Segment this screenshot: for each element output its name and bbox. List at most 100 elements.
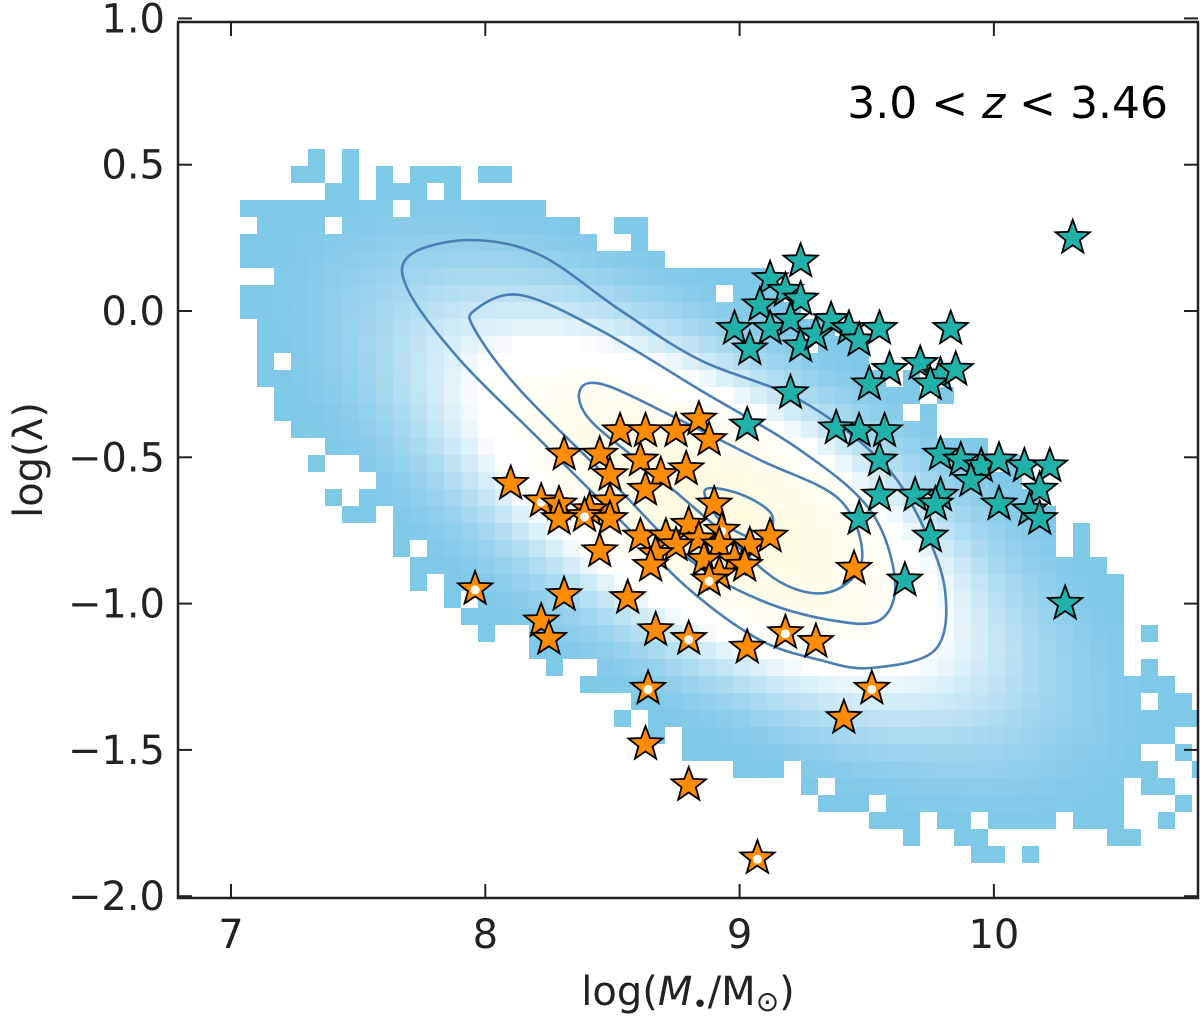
histogram-cell [427,302,444,319]
histogram-cell [240,302,257,319]
teal-star-point [951,460,991,498]
orange-star-point [580,433,620,471]
histogram-cell [1090,710,1107,727]
histogram-cell [461,455,478,472]
histogram-cell [818,370,835,387]
histogram-cell [886,744,903,761]
histogram-cell [580,268,597,285]
histogram-cell [886,608,903,625]
histogram-cell [359,438,376,455]
teal-star-point [770,299,811,337]
histogram-cell [529,540,546,557]
histogram-cell [1022,693,1039,710]
teal-star-point [859,308,900,346]
histogram-cell [988,727,1005,744]
histogram-cell [903,727,920,744]
histogram-cell [563,336,580,353]
histogram-cell [920,625,937,642]
histogram-cell [1022,557,1039,574]
histogram-cell [444,268,461,285]
histogram-cell [257,285,274,302]
histogram-cell [495,200,512,217]
histogram-cell [563,319,580,336]
histogram-cell [1039,778,1056,795]
histogram-cell [291,387,308,404]
histogram-cell [869,574,886,591]
white-dot-marker [867,684,877,694]
histogram-cell [529,234,546,251]
histogram-cell [376,489,393,506]
histogram-cell [886,676,903,693]
histogram-cell [444,523,461,540]
histogram-cell [614,217,631,234]
histogram-cell [852,744,869,761]
histogram-cell [903,387,920,404]
histogram-cell [1107,829,1124,846]
histogram-cell [325,285,342,302]
histogram-cell [1039,659,1056,676]
histogram-cell [699,268,716,285]
histogram-cell [512,540,529,557]
histogram-cell [801,676,818,693]
histogram-cell [852,591,869,608]
histogram-cell [971,693,988,710]
histogram-cell [410,234,427,251]
histogram-cell [393,387,410,404]
y-tick-label: 0.0 [101,289,165,335]
histogram-cell [1073,710,1090,727]
histogram-cell [529,370,546,387]
histogram-cell [784,710,801,727]
histogram-cell [597,659,614,676]
histogram-cell [597,676,614,693]
orange-star-point [491,462,531,501]
histogram-cell [1073,659,1090,676]
histogram-cell [784,489,801,506]
histogram-cell [495,302,512,319]
teal-star-point [1045,583,1085,621]
histogram-cell [342,370,359,387]
histogram-cell [920,795,937,812]
histogram-cell [750,727,767,744]
histogram-cell [1090,625,1107,642]
histogram-cell [767,370,784,387]
histogram-cell [886,693,903,710]
histogram-cell [495,421,512,438]
histogram-cell [1141,778,1158,795]
histogram-cell [376,387,393,404]
teal-star-point [1020,498,1060,536]
histogram-cell [733,608,750,625]
histogram-cell [614,642,631,659]
histogram-cell [1073,574,1090,591]
histogram-cell [376,183,393,200]
histogram-cell [767,608,784,625]
histogram-cell [733,387,750,404]
histogram-cell [1124,676,1141,693]
histogram-cell [529,200,546,217]
histogram-cell [1141,761,1158,778]
histogram-cell [954,608,971,625]
histogram-cell [359,370,376,387]
orange-star-point [544,433,584,471]
histogram-cell [1056,676,1073,693]
histogram-cell [563,625,580,642]
histogram-cell [818,540,835,557]
histogram-cell [1022,795,1039,812]
histogram-cell [903,710,920,727]
histogram-cell [1073,625,1090,642]
histogram-cell [1090,642,1107,659]
histogram-cell [1158,710,1175,727]
y-tick-label: −2.0 [68,874,165,920]
orange-star-point [824,697,864,735]
histogram-cell [512,268,529,285]
histogram-cell [444,251,461,268]
histogram-cell [835,455,852,472]
teal-star-point [915,483,955,521]
histogram-cell [274,251,291,268]
histogram-cell [920,727,937,744]
histogram-cell [801,761,818,778]
histogram-cell [614,268,631,285]
histogram-cell [478,557,495,574]
histogram-cell [954,778,971,795]
histogram-cell [308,404,325,421]
histogram-cell [631,659,648,676]
